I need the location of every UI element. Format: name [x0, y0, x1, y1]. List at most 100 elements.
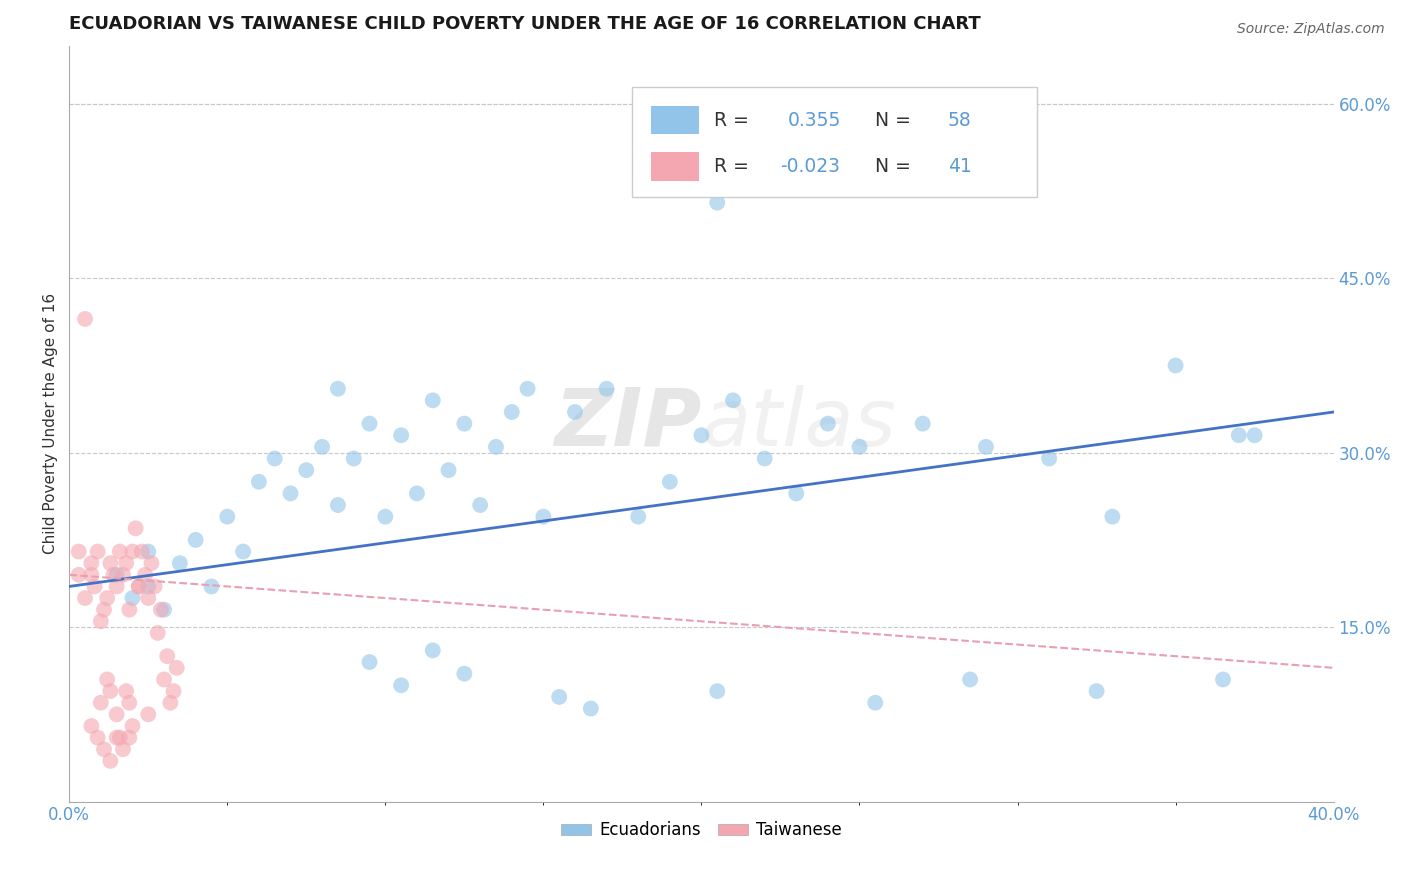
Point	[232, 544, 254, 558]
Point	[105, 567, 128, 582]
Point	[359, 655, 381, 669]
Point	[93, 603, 115, 617]
Point	[848, 440, 870, 454]
Point	[343, 451, 366, 466]
Point	[374, 509, 396, 524]
Point	[721, 393, 744, 408]
Point	[136, 707, 159, 722]
Point	[453, 417, 475, 431]
Point	[1212, 673, 1234, 687]
Text: N =: N =	[863, 111, 917, 129]
Point	[121, 591, 143, 605]
Point	[485, 440, 508, 454]
Point	[217, 509, 239, 524]
Point	[817, 417, 839, 431]
Point	[111, 742, 134, 756]
Point	[136, 579, 159, 593]
Text: 41: 41	[948, 157, 972, 176]
Point	[90, 615, 112, 629]
Point	[98, 684, 121, 698]
Point	[136, 544, 159, 558]
FancyBboxPatch shape	[651, 106, 699, 135]
Point	[754, 451, 776, 466]
Point	[564, 405, 586, 419]
Text: 58: 58	[948, 111, 972, 129]
Point	[1243, 428, 1265, 442]
Point	[548, 690, 571, 704]
Text: atlas: atlas	[702, 384, 896, 463]
Point	[98, 754, 121, 768]
Point	[959, 673, 981, 687]
Y-axis label: Child Poverty Under the Age of 16: Child Poverty Under the Age of 16	[44, 293, 58, 554]
Point	[595, 382, 617, 396]
Point	[785, 486, 807, 500]
Point	[118, 696, 141, 710]
Point	[501, 405, 523, 419]
Text: R =: R =	[714, 157, 755, 176]
Point	[359, 417, 381, 431]
Point	[73, 312, 96, 326]
Point	[159, 696, 181, 710]
Point	[1085, 684, 1108, 698]
Legend: Ecuadorians, Taiwanese: Ecuadorians, Taiwanese	[554, 814, 848, 847]
Point	[706, 195, 728, 210]
Text: ZIP: ZIP	[554, 384, 702, 463]
Point	[134, 567, 156, 582]
Point	[389, 428, 412, 442]
Point	[658, 475, 681, 489]
Point	[1164, 359, 1187, 373]
Point	[83, 579, 105, 593]
Point	[80, 719, 103, 733]
Text: Source: ZipAtlas.com: Source: ZipAtlas.com	[1237, 22, 1385, 37]
Point	[153, 673, 176, 687]
Point	[118, 731, 141, 745]
Point	[105, 731, 128, 745]
Point	[422, 643, 444, 657]
Point	[108, 731, 131, 745]
Point	[166, 661, 188, 675]
Point	[80, 556, 103, 570]
Point	[690, 428, 713, 442]
Point	[73, 591, 96, 605]
Point	[93, 742, 115, 756]
Point	[111, 567, 134, 582]
Point	[136, 591, 159, 605]
Point	[149, 603, 172, 617]
Point	[627, 509, 650, 524]
Point	[96, 673, 118, 687]
Point	[108, 544, 131, 558]
Point	[406, 486, 429, 500]
Text: 0.355: 0.355	[787, 111, 841, 129]
Point	[326, 382, 349, 396]
Point	[103, 567, 125, 582]
FancyBboxPatch shape	[651, 152, 699, 180]
Point	[96, 591, 118, 605]
Point	[516, 382, 538, 396]
Point	[200, 579, 222, 593]
Point	[389, 678, 412, 692]
Point	[263, 451, 285, 466]
Point	[146, 626, 169, 640]
Text: ECUADORIAN VS TAIWANESE CHILD POVERTY UNDER THE AGE OF 16 CORRELATION CHART: ECUADORIAN VS TAIWANESE CHILD POVERTY UN…	[69, 15, 981, 33]
Point	[98, 556, 121, 570]
Point	[86, 544, 108, 558]
Point	[131, 544, 153, 558]
Point	[80, 567, 103, 582]
Point	[169, 556, 191, 570]
Point	[437, 463, 460, 477]
Point	[156, 649, 179, 664]
Point	[121, 544, 143, 558]
Point	[128, 579, 150, 593]
Point	[67, 567, 90, 582]
Point	[326, 498, 349, 512]
Point	[311, 440, 333, 454]
Text: N =: N =	[863, 157, 917, 176]
Point	[141, 556, 163, 570]
Point	[865, 696, 887, 710]
Point	[105, 707, 128, 722]
Point	[1227, 428, 1250, 442]
Point	[115, 684, 138, 698]
Point	[470, 498, 492, 512]
Point	[90, 696, 112, 710]
Text: R =: R =	[714, 111, 755, 129]
